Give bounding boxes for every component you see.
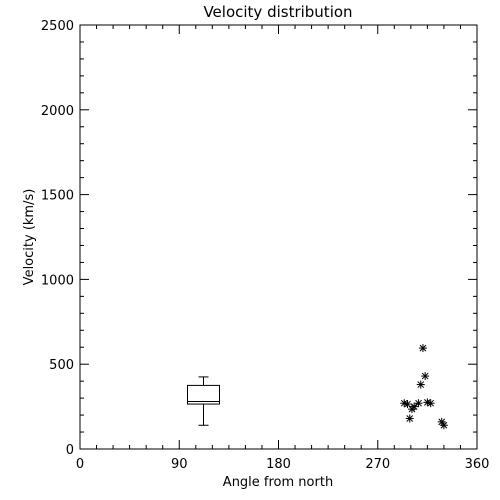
y-tick-label: 1500 (41, 189, 74, 204)
data-point (414, 399, 423, 408)
x-tick-label: 90 (171, 457, 188, 472)
asterisk-stroke (404, 400, 411, 408)
data-point (426, 399, 435, 408)
y-axis-label: Velocity (km/s) (22, 189, 37, 286)
data-point (418, 344, 427, 353)
x-tick-label: 360 (465, 457, 490, 472)
data-point (439, 421, 448, 430)
asterisk-stroke (438, 418, 446, 426)
asterisk-stroke (419, 344, 427, 352)
x-tick-label: 180 (266, 457, 291, 472)
asterisk-stroke (424, 399, 431, 406)
boxplot-box (187, 384, 221, 405)
asterisk-stroke (421, 372, 429, 380)
y-tick-label: 500 (49, 358, 74, 373)
data-point (421, 372, 430, 381)
data-point (410, 402, 419, 411)
asterisk-stroke (415, 399, 422, 407)
x-tick-label: 0 (76, 457, 84, 472)
asterisk-stroke (440, 421, 448, 429)
data-point (405, 414, 414, 423)
data-point (416, 380, 425, 389)
chart-title: Velocity distribution (203, 3, 352, 21)
x-tick-label: 270 (365, 457, 390, 472)
asterisk-stroke (417, 381, 425, 388)
asterisk-stroke (410, 403, 418, 410)
y-tick-label: 2000 (41, 104, 74, 119)
tick-labels: 0 90 180 270 360 0 500 1000 1500 2000 2500 (41, 19, 490, 472)
plot-frame (79, 24, 478, 450)
y-tick-label: 1000 (41, 273, 74, 288)
asterisk-stroke (400, 399, 408, 407)
axis-ticks (79, 24, 478, 450)
asterisk-stroke (406, 415, 414, 422)
y-tick-label: 2500 (41, 19, 74, 34)
boxplot (187, 376, 221, 426)
y-tick-label: 0 (66, 443, 74, 458)
asterisk-stroke (427, 399, 435, 407)
x-axis-label: Angle from north (223, 475, 333, 490)
scatter-points (400, 344, 448, 430)
